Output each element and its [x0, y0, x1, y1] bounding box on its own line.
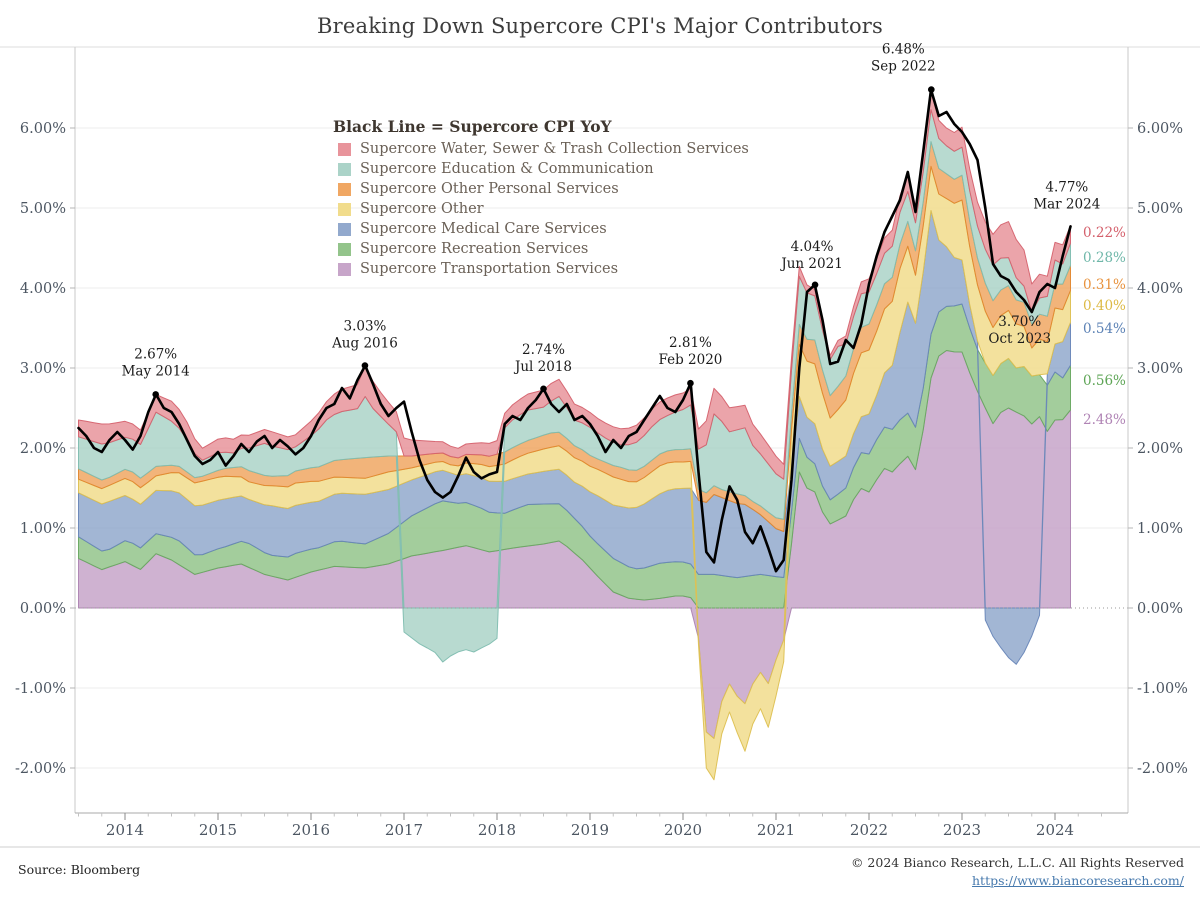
- x-axis-label-2020: 2020: [664, 821, 702, 839]
- annotation-dot-May-2014: [152, 391, 159, 398]
- y-axis-label-right: -1.00%: [1137, 681, 1188, 697]
- y-axis-label-left: 6.00%: [20, 121, 66, 137]
- y-axis-label-left: 0.00%: [20, 601, 66, 617]
- annotation-date-Sep-2022: Sep 2022: [871, 59, 936, 75]
- source-note: Source: Bloomberg: [18, 862, 141, 877]
- annotation-dot-Feb-2020: [687, 379, 694, 387]
- y-axis-label-left: 3.00%: [20, 361, 66, 377]
- copyright-note: © 2024 Bianco Research, L.L.C. All Right…: [850, 855, 1184, 870]
- annotation-date-Jul-2018: Jul 2018: [513, 359, 572, 375]
- x-axis-label-2024: 2024: [1036, 821, 1074, 839]
- y-axis-label-left: -1.00%: [15, 681, 66, 697]
- annotation-date-Feb-2020: Feb 2020: [658, 352, 722, 368]
- footer-right: © 2024 Bianco Research, L.L.C. All Right…: [851, 854, 1184, 889]
- annotation-value-Jun-2021: 4.04%: [791, 239, 834, 255]
- annotation-dot-Jul-2018: [540, 385, 547, 393]
- y-axis-label-right: 4.00%: [1137, 281, 1183, 297]
- annotation-date-Mar-2024: Mar 2024: [1033, 196, 1100, 212]
- y-axis-label-right: 0.00%: [1137, 601, 1183, 617]
- y-axis-label-right: 5.00%: [1137, 201, 1183, 217]
- y-axis-label-right: -2.00%: [1137, 761, 1188, 777]
- annotation-date-May-2014: May 2014: [122, 363, 190, 379]
- annotation-dot-Aug-2016: [361, 362, 369, 369]
- annotation-date-Oct-2023: Oct 2023: [988, 331, 1051, 347]
- x-axis-label-2017: 2017: [385, 821, 423, 839]
- y-axis-label-left: 2.00%: [20, 441, 66, 457]
- series-end-label-5: 0.56%: [1083, 373, 1126, 389]
- annotation-value-Oct-2023: 3.70%: [998, 314, 1041, 330]
- series-end-label-2: 0.31%: [1083, 277, 1126, 293]
- area-series-6: [78, 90, 1071, 480]
- y-axis-label-left: -2.00%: [15, 761, 66, 777]
- annotation-value-May-2014: 2.67%: [134, 346, 177, 362]
- x-axis-label-2023: 2023: [943, 821, 981, 839]
- annotation-dot-Jun-2021: [811, 281, 819, 289]
- y-axis-label-left: 5.00%: [20, 201, 66, 217]
- annotation-value-Aug-2016: 3.03%: [343, 319, 386, 335]
- annotation-value-Jul-2018: 2.74%: [522, 342, 565, 358]
- y-axis-label-left: 1.00%: [20, 521, 66, 537]
- series-end-label-6: 2.48%: [1083, 412, 1126, 428]
- annotation-dot-Sep-2022: [928, 86, 935, 93]
- y-axis-label-right: 2.00%: [1137, 441, 1183, 457]
- annotation-date-Aug-2016: Aug 2016: [331, 336, 398, 352]
- annotation-value-Sep-2022: 6.48%: [882, 42, 925, 58]
- series-end-label-3: 0.40%: [1083, 298, 1126, 314]
- annotation-value-Feb-2020: 2.81%: [669, 335, 712, 351]
- chart-title: Breaking Down Supercore CPI's Major Cont…: [316, 14, 884, 38]
- x-axis-label-2014: 2014: [106, 821, 144, 839]
- annotation-date-Jun-2021: Jun 2021: [779, 256, 842, 272]
- x-axis-label-2015: 2015: [199, 821, 237, 839]
- y-axis-label-left: 4.00%: [20, 281, 66, 297]
- x-axis-label-2019: 2019: [571, 821, 609, 839]
- series-end-label-1: 0.28%: [1083, 250, 1126, 266]
- website-link[interactable]: https://www.biancoresearch.com/: [972, 873, 1184, 888]
- y-axis-label-right: 1.00%: [1137, 521, 1183, 537]
- x-axis-label-2016: 2016: [292, 821, 330, 839]
- x-axis-label-2018: 2018: [478, 821, 516, 839]
- y-axis-label-right: 3.00%: [1137, 361, 1183, 377]
- series-end-label-4: 0.54%: [1083, 321, 1126, 337]
- series-end-label-0: 0.22%: [1083, 225, 1126, 241]
- y-axis-label-right: 6.00%: [1137, 121, 1183, 137]
- x-axis-label-2022: 2022: [850, 821, 888, 839]
- x-axis-label-2021: 2021: [757, 821, 795, 839]
- supercore-cpi-line: [77, 88, 1072, 573]
- annotation-value-Mar-2024: 4.77%: [1045, 179, 1088, 195]
